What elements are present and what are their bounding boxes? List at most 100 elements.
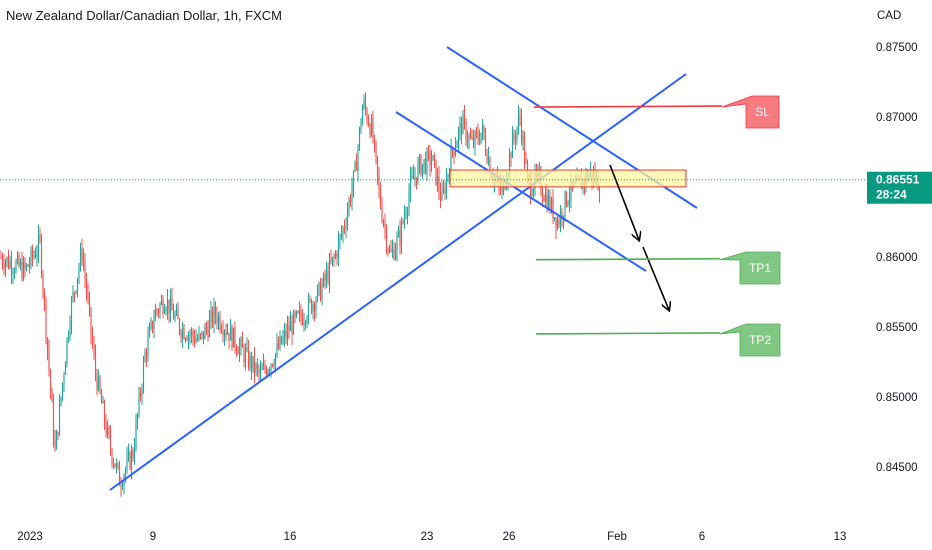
candle-body	[441, 191, 443, 200]
candle-body	[552, 198, 554, 220]
candle-body	[96, 372, 98, 390]
candle-body	[465, 121, 467, 141]
candle-body	[42, 274, 44, 292]
candle-body	[565, 191, 568, 206]
candle-body	[187, 334, 190, 341]
candles-group	[0, 92, 601, 497]
candle-body	[43, 291, 46, 301]
candle-body	[567, 201, 569, 206]
candle-body	[309, 299, 311, 301]
candle-body	[139, 393, 142, 396]
candle-body	[174, 314, 176, 320]
candle-body	[69, 323, 71, 336]
candle-body	[316, 287, 319, 301]
candle-body	[556, 220, 559, 229]
candle-body	[282, 336, 284, 344]
candle-body	[249, 355, 251, 368]
candle-body	[285, 330, 287, 338]
candle-body	[190, 331, 193, 335]
candle-body	[454, 147, 457, 156]
candle-body	[319, 282, 322, 301]
candle-body	[25, 264, 28, 269]
candle-body	[283, 330, 286, 337]
candle-body	[201, 331, 203, 335]
candle-body	[499, 184, 502, 192]
candle-body	[156, 309, 158, 311]
candle-body	[394, 250, 397, 260]
candle-body	[202, 331, 205, 340]
candle-body	[337, 239, 340, 258]
candle-body	[358, 127, 361, 148]
candle-body	[247, 347, 250, 368]
candle-body	[166, 299, 169, 311]
candle-body	[39, 235, 41, 238]
candle-body	[513, 133, 515, 139]
candle-body	[378, 175, 380, 189]
candle-body	[109, 435, 112, 450]
candle-body	[414, 177, 416, 180]
candle-body	[244, 349, 247, 362]
candle-body	[451, 147, 454, 152]
candle-body	[460, 122, 463, 135]
candle-body	[435, 159, 437, 185]
candle-body	[271, 364, 274, 366]
candle-body	[163, 310, 166, 313]
candle-body	[34, 255, 37, 258]
candle-body	[564, 191, 566, 216]
candle-body	[517, 115, 520, 128]
candle-body	[351, 188, 353, 203]
candle-body	[406, 209, 409, 215]
move-arrow-1	[609, 164, 639, 240]
candle-body	[373, 140, 376, 142]
candle-body	[9, 261, 11, 268]
candle-body	[150, 321, 152, 328]
y-tick-label: 0.84500	[876, 462, 918, 474]
candle-body	[21, 262, 23, 279]
candle-body	[243, 347, 245, 362]
candle-body	[238, 345, 241, 355]
candle-body	[399, 230, 401, 245]
candle-body	[352, 170, 355, 189]
candle-body	[433, 155, 436, 160]
candle-body	[70, 299, 73, 324]
currency-label: CAD	[877, 10, 901, 22]
candle-body	[45, 300, 47, 338]
candle-body	[436, 175, 439, 185]
candle-body	[18, 255, 20, 267]
candle-body	[384, 223, 386, 229]
candle-body	[367, 121, 370, 126]
candle-body	[7, 257, 10, 268]
x-tick-label: 16	[284, 531, 297, 543]
candle-body	[12, 272, 14, 274]
candle-body	[52, 402, 55, 440]
candle-body	[127, 452, 130, 458]
candle-body	[180, 331, 182, 338]
y-axis: 0.875000.870000.865000.860000.855000.850…	[866, 10, 932, 474]
candle-body	[408, 192, 410, 210]
candle-body	[541, 193, 544, 199]
candle-body	[75, 290, 77, 293]
candle-body	[111, 449, 113, 463]
candle-body	[489, 157, 491, 174]
candle-body	[516, 127, 518, 140]
candle-body	[400, 221, 403, 245]
tp1-level-line	[535, 257, 721, 261]
candle-body	[427, 151, 430, 153]
candle-body	[301, 317, 304, 325]
candle-body	[112, 462, 115, 464]
candle-body	[151, 321, 154, 330]
y-tick-label: 0.86000	[876, 252, 918, 264]
candle-body	[28, 264, 31, 267]
drawings-group: SL TP1 TP2	[0, 46, 866, 491]
candle-body	[472, 138, 475, 146]
candle-body	[445, 177, 448, 195]
candle-body	[508, 153, 511, 174]
candle-body	[306, 318, 308, 324]
candle-body	[328, 260, 331, 283]
candle-body	[318, 282, 320, 288]
candle-body	[204, 326, 206, 340]
candle-body	[381, 207, 383, 222]
candle-body	[186, 338, 188, 341]
candle-body	[87, 292, 89, 299]
